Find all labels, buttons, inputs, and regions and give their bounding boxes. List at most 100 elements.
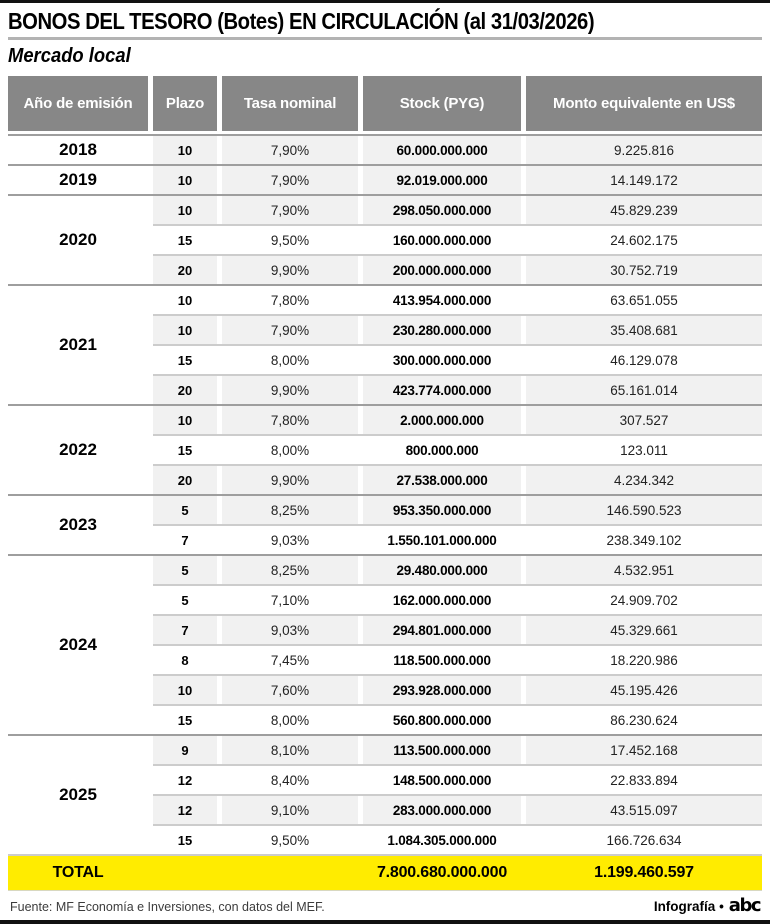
credit-block: Infografía • abc — [653, 895, 762, 916]
table-row: 15 9,50% 1.084.305.000.000 166.726.634 — [153, 824, 762, 854]
year-cell: 2019 — [8, 166, 148, 194]
tasa-cell: 8,25% — [222, 556, 358, 584]
col-header-plazo: Plazo — [153, 76, 217, 131]
stock-cell: 2.000.000.000 — [363, 406, 521, 434]
stock-cell: 283.000.000.000 — [363, 796, 521, 824]
group-rows: 9 8,10% 113.500.000.000 17.452.168 12 8,40% 14… — [153, 736, 762, 854]
source-note: Fuente: MF Economía e Inversiones, con d… — [10, 900, 325, 914]
table-row: 10 7,90% 60.000.000.000 9.225.816 — [153, 136, 762, 164]
table-row: 8 7,45% 118.500.000.000 18.220.986 — [153, 644, 762, 674]
year-cell: 2018 — [8, 136, 148, 164]
year-group: 2020 10 7,90% 298.050.000.000 45.829.239 15 9,… — [8, 194, 762, 284]
group-rows: 5 8,25% 29.480.000.000 4.532.951 5 7,10% 162.0… — [153, 556, 762, 734]
tasa-cell: 7,80% — [222, 406, 358, 434]
col-header-stock: Stock (PYG) — [363, 76, 521, 131]
monto-cell: 4.234.342 — [526, 466, 762, 494]
year-group: 2019 10 7,90% 92.019.000.000 14.149.172 — [8, 164, 762, 194]
stock-cell: 423.774.000.000 — [363, 376, 521, 404]
total-stock-value: 7.800.680.000.000 — [376, 864, 508, 881]
table-row: 10 7,80% 2.000.000.000 307.527 — [153, 406, 762, 434]
monto-cell: 9.225.816 — [526, 136, 762, 164]
bonds-table: Año de emisión Plazo Tasa nominal Stock … — [8, 76, 762, 891]
group-rows: 5 8,25% 953.350.000.000 146.590.523 7 9,03% 1.… — [153, 496, 762, 554]
group-rows: 10 7,80% 2.000.000.000 307.527 15 8,00% 800.00… — [153, 406, 762, 494]
plazo-cell: 5 — [153, 496, 217, 524]
monto-cell: 18.220.986 — [526, 646, 762, 674]
tasa-cell: 7,80% — [222, 286, 358, 314]
year-cell: 2021 — [8, 286, 148, 404]
year-group: 2023 5 8,25% 953.350.000.000 146.590.523 7 9,0… — [8, 494, 762, 554]
table-row: 10 7,60% 293.928.000.000 45.195.426 — [153, 674, 762, 704]
plazo-cell: 8 — [153, 646, 217, 674]
plazo-cell: 20 — [153, 256, 217, 284]
stock-cell: 1.084.305.000.000 — [363, 826, 521, 854]
col-header-anio: Año de emisión — [8, 76, 148, 131]
plazo-cell: 20 — [153, 376, 217, 404]
stock-cell: 148.500.000.000 — [363, 766, 521, 794]
stock-cell: 118.500.000.000 — [363, 646, 521, 674]
table-row: 20 9,90% 27.538.000.000 4.234.342 — [153, 464, 762, 494]
col-header-monto: Monto equivalente en US$ — [526, 76, 762, 131]
tasa-cell: 9,10% — [222, 796, 358, 824]
monto-cell: 166.726.634 — [526, 826, 762, 854]
stock-cell: 92.019.000.000 — [363, 166, 521, 194]
plazo-cell: 15 — [153, 346, 217, 374]
plazo-cell: 10 — [153, 166, 217, 194]
table-row: 10 7,90% 298.050.000.000 45.829.239 — [153, 196, 762, 224]
credit-label: Infografía • — [653, 899, 724, 914]
table-row: 20 9,90% 200.000.000.000 30.752.719 — [153, 254, 762, 284]
title-divider — [8, 37, 762, 40]
tasa-cell: 8,40% — [222, 766, 358, 794]
tasa-cell: 9,03% — [222, 616, 358, 644]
tasa-cell: 8,00% — [222, 346, 358, 374]
stock-cell: 298.050.000.000 — [363, 196, 521, 224]
total-monto-value: 1.199.460.597 — [594, 864, 694, 881]
bottom-rule-bar — [0, 920, 770, 924]
table-row: 15 8,00% 300.000.000.000 46.129.078 — [153, 344, 762, 374]
monto-cell: 14.149.172 — [526, 166, 762, 194]
year-group: 2022 10 7,80% 2.000.000.000 307.527 15 8,00% 80… — [8, 404, 762, 494]
tasa-cell: 7,90% — [222, 316, 358, 344]
plazo-cell: 9 — [153, 736, 217, 764]
group-rows: 10 7,80% 413.954.000.000 63.651.055 10 7,90% 2… — [153, 286, 762, 404]
tasa-cell: 9,90% — [222, 466, 358, 494]
abc-logo: abc — [728, 895, 762, 916]
tasa-cell: 7,45% — [222, 646, 358, 674]
monto-cell: 238.349.102 — [526, 526, 762, 554]
stock-cell: 413.954.000.000 — [363, 286, 521, 314]
top-rule-bar — [0, 0, 770, 3]
monto-cell: 65.161.014 — [526, 376, 762, 404]
year-group: 2024 5 8,25% 29.480.000.000 4.532.951 5 7,10% 1… — [8, 554, 762, 734]
year-group: 2021 10 7,80% 413.954.000.000 63.651.055 10 7,… — [8, 284, 762, 404]
stock-cell: 300.000.000.000 — [363, 346, 521, 374]
tasa-cell: 7,90% — [222, 166, 358, 194]
table-row: 5 8,25% 953.350.000.000 146.590.523 — [153, 496, 762, 524]
plazo-cell: 10 — [153, 316, 217, 344]
plazo-cell: 7 — [153, 526, 217, 554]
plazo-cell: 5 — [153, 586, 217, 614]
table-row: 5 7,10% 162.000.000.000 24.909.702 — [153, 584, 762, 614]
table-row: 15 9,50% 160.000.000.000 24.602.175 — [153, 224, 762, 254]
tasa-cell: 8,00% — [222, 706, 358, 734]
monto-cell: 35.408.681 — [526, 316, 762, 344]
stock-cell: 200.000.000.000 — [363, 256, 521, 284]
monto-cell: 24.909.702 — [526, 586, 762, 614]
year-cell: 2025 — [8, 736, 148, 854]
monto-cell: 43.515.097 — [526, 796, 762, 824]
plazo-cell: 10 — [153, 136, 217, 164]
stock-cell: 293.928.000.000 — [363, 676, 521, 704]
plazo-cell: 15 — [153, 826, 217, 854]
tasa-cell: 7,10% — [222, 586, 358, 614]
monto-cell: 4.532.951 — [526, 556, 762, 584]
infographic-content: BONOS DEL TESORO (Botes) EN CIRCULACIÓN … — [0, 8, 770, 916]
tasa-cell: 9,50% — [222, 826, 358, 854]
col-header-tasa: Tasa nominal — [222, 76, 358, 131]
monto-cell: 63.651.055 — [526, 286, 762, 314]
plazo-cell: 15 — [153, 226, 217, 254]
total-row: TOTAL 7.800.680.000.000 1.199.460.597 — [8, 854, 762, 891]
table-row: 9 8,10% 113.500.000.000 17.452.168 — [153, 736, 762, 764]
plazo-cell: 10 — [153, 196, 217, 224]
tasa-cell: 9,90% — [222, 256, 358, 284]
table-row: 12 8,40% 148.500.000.000 22.833.894 — [153, 764, 762, 794]
plazo-cell: 15 — [153, 436, 217, 464]
